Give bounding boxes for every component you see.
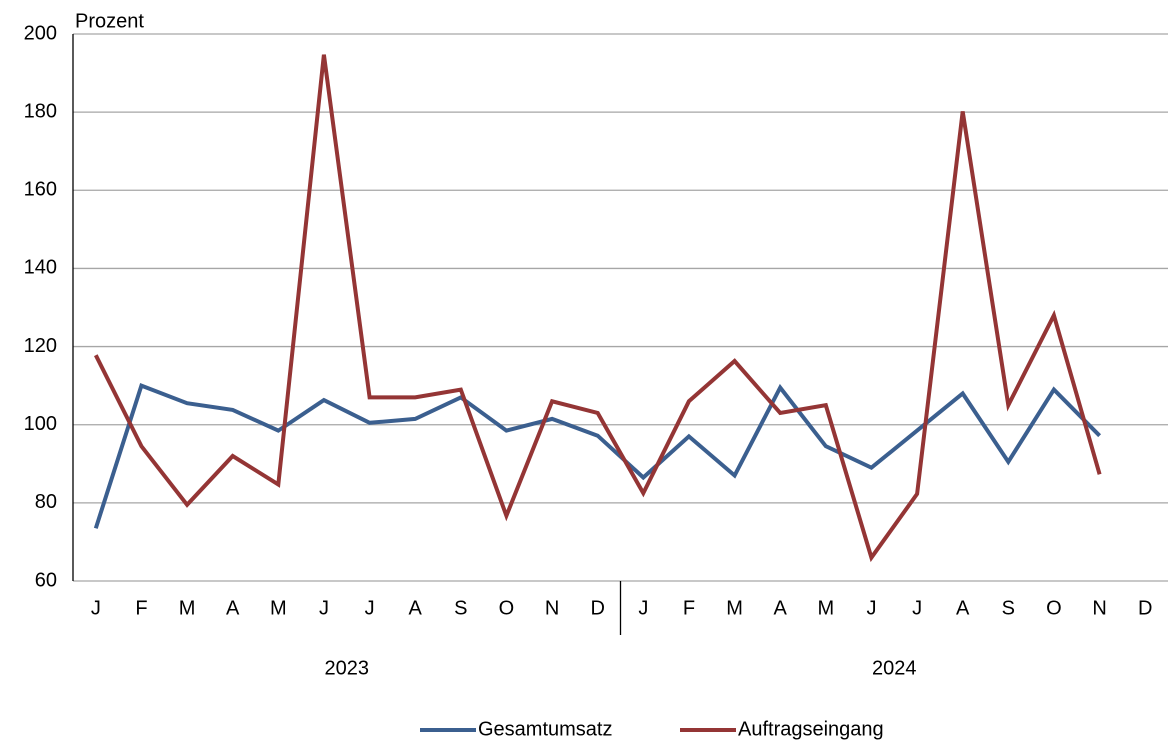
- x-tick-label: F: [683, 597, 695, 619]
- x-tick-label: J: [866, 597, 876, 619]
- x-tick-label: D: [590, 597, 604, 619]
- y-axis-label: Prozent: [75, 10, 144, 32]
- x-tick-label: A: [774, 597, 788, 619]
- x-tick-label: O: [1046, 597, 1062, 619]
- group-label: 2024: [872, 657, 917, 679]
- x-tick-label: M: [817, 597, 834, 619]
- legend-label: Auftragseingang: [738, 718, 884, 740]
- x-tick-label: A: [226, 597, 240, 619]
- series-line: [93, 382, 1102, 529]
- x-tick-label: S: [454, 597, 467, 619]
- x-tick-label: J: [912, 597, 922, 619]
- series-line: [94, 54, 1102, 563]
- x-tick-label: N: [545, 597, 559, 619]
- y-tick-label: 140: [24, 257, 57, 279]
- x-tick-label: J: [91, 597, 101, 619]
- x-tick-label: O: [499, 597, 515, 619]
- x-tick-label: M: [179, 597, 196, 619]
- x-tick-label: J: [638, 597, 648, 619]
- x-tick-label: N: [1092, 597, 1106, 619]
- y-tick-label: 180: [24, 100, 57, 122]
- legend-label: Gesamtumsatz: [478, 718, 612, 740]
- x-tick-label: D: [1138, 597, 1152, 619]
- y-tick-label: 160: [24, 179, 57, 201]
- x-tick-label: M: [726, 597, 743, 619]
- x-tick-label: J: [365, 597, 375, 619]
- x-tick-label: A: [409, 597, 423, 619]
- x-tick-label: M: [270, 597, 287, 619]
- x-tick-label: F: [135, 597, 147, 619]
- y-tick-label: 100: [24, 413, 57, 435]
- y-tick-label: 120: [24, 335, 57, 357]
- group-label: 2023: [325, 657, 370, 679]
- y-tick-label: 80: [35, 491, 57, 513]
- x-tick-label: A: [956, 597, 970, 619]
- x-tick-label: S: [1002, 597, 1015, 619]
- y-tick-label: 60: [35, 569, 57, 591]
- y-tick-label: 200: [24, 22, 57, 44]
- x-tick-label: J: [319, 597, 329, 619]
